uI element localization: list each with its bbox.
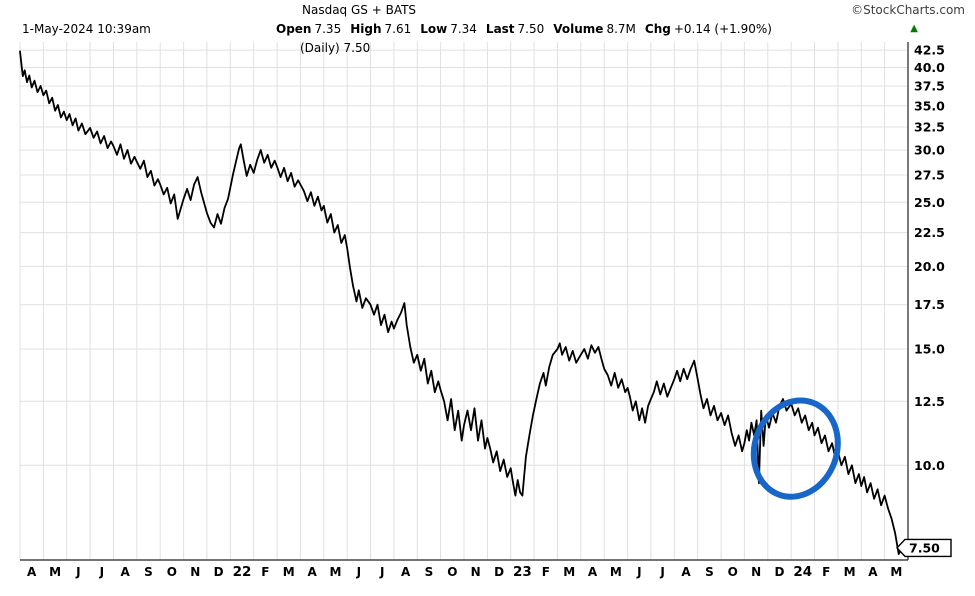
quote-timestamp: 1-May-2024 10:39am bbox=[22, 22, 151, 36]
x-axis-month-label: M bbox=[563, 565, 575, 579]
quote-label: Open bbox=[276, 22, 312, 36]
quote-value: +0.14 (+1.90%) bbox=[673, 22, 772, 36]
last-price-tag-shape bbox=[896, 538, 952, 558]
x-axis-month-label: J bbox=[356, 565, 361, 579]
last-price-label: 7.50 bbox=[909, 540, 940, 555]
quote-value: 7.61 bbox=[384, 22, 412, 36]
x-axis-month-label: A bbox=[681, 565, 691, 579]
x-axis-month-label: N bbox=[751, 565, 761, 579]
x-axis-month-label: S bbox=[144, 565, 153, 579]
x-axis-month-label: M bbox=[49, 565, 61, 579]
x-axis-month-label: D bbox=[214, 565, 224, 579]
gridlines bbox=[19, 42, 909, 560]
quote-value: 7.35 bbox=[314, 22, 342, 36]
y-axis-label: 27.5 bbox=[914, 168, 945, 183]
x-axis-month-label: O bbox=[728, 565, 738, 579]
x-axis-month-label: M bbox=[844, 565, 856, 579]
y-axis-labels: 42.5 40.0 37.5 35.0 32.5 30.0 27.5 25.0 22.5 20.0… bbox=[914, 43, 945, 473]
y-axis-label: 32.5 bbox=[914, 120, 945, 135]
y-axis-label: 17.5 bbox=[914, 297, 945, 312]
x-axis-month-label: J bbox=[379, 565, 384, 579]
x-axis-month-label: S bbox=[425, 565, 434, 579]
x-axis-month-label: N bbox=[471, 565, 481, 579]
y-axis-label: 40.0 bbox=[914, 60, 945, 75]
x-axis-month-label: A bbox=[307, 565, 317, 579]
x-axis-year-label: 22 bbox=[233, 564, 252, 580]
axis-frame bbox=[20, 42, 909, 561]
quote-label: Volume bbox=[553, 22, 604, 36]
quote-label: Low bbox=[420, 22, 448, 36]
y-axis-label: 15.0 bbox=[914, 342, 945, 357]
x-axis-month-label: A bbox=[401, 565, 411, 579]
x-axis-month-label: F bbox=[542, 565, 550, 579]
x-axis-month-label: D bbox=[494, 565, 504, 579]
quote-value: 8.7M bbox=[606, 22, 636, 36]
x-axis-month-label: J bbox=[659, 565, 664, 579]
y-axis-label: 12.5 bbox=[914, 394, 945, 409]
x-axis-year-label: 23 bbox=[513, 564, 532, 580]
x-axis-month-label: M bbox=[283, 565, 295, 579]
x-axis-month-label: O bbox=[447, 565, 457, 579]
x-axis-month-label: A bbox=[121, 565, 131, 579]
y-axis-label: 30.0 bbox=[914, 143, 945, 158]
x-axis-year-label: 24 bbox=[793, 564, 812, 580]
x-axis-month-label: M bbox=[330, 565, 342, 579]
quote-label: High bbox=[350, 22, 382, 36]
x-axis-month-label: F bbox=[822, 565, 830, 579]
quote-value: 7.34 bbox=[450, 22, 477, 36]
y-axis-label: 37.5 bbox=[914, 79, 945, 94]
x-axis-month-label: J bbox=[75, 565, 80, 579]
x-axis-month-label: M bbox=[610, 565, 622, 579]
y-axis-label: 20.0 bbox=[914, 259, 945, 274]
stockcharts-credit-link[interactable]: ©StockCharts.com bbox=[851, 3, 965, 17]
series-label: (Daily) 7.50 bbox=[300, 41, 371, 55]
quote-label: Chg bbox=[644, 22, 671, 36]
y-axis-label: 42.5 bbox=[914, 43, 945, 58]
x-axis-month-label: J bbox=[99, 565, 104, 579]
x-axis-month-label: N bbox=[190, 565, 200, 579]
x-axis-month-label: M bbox=[890, 565, 902, 579]
price-line bbox=[19, 50, 904, 555]
x-axis-month-label: A bbox=[868, 565, 878, 579]
quote-label: Last bbox=[485, 22, 515, 36]
x-axis-labels: A M J J A S O N D 22 F M A M J J A S O N D 23 F M A M J J A S O N D 24 F M A… bbox=[27, 564, 902, 580]
x-axis-month-label: O bbox=[167, 565, 177, 579]
x-axis-month-label: J bbox=[636, 565, 641, 579]
y-axis-label: 35.0 bbox=[914, 98, 945, 113]
quote-summary: Open 7.35 High 7.61 Low 7.34 Last 7.50 Volume 8.7… bbox=[276, 22, 781, 36]
y-axis-label: 10.0 bbox=[914, 458, 945, 473]
price-up-arrow-icon: ▲ bbox=[910, 23, 918, 34]
x-axis-month-label: A bbox=[588, 565, 598, 579]
x-axis-month-label: F bbox=[261, 565, 269, 579]
exchange-label: Nasdaq GS + BATS bbox=[302, 3, 417, 17]
x-axis-month-label: S bbox=[705, 565, 714, 579]
x-axis-month-label: A bbox=[27, 565, 37, 579]
x-axis-month-label: D bbox=[775, 565, 785, 579]
quote-value: 7.50 bbox=[517, 22, 545, 36]
last-price-tag: 7.50 bbox=[896, 538, 952, 558]
y-axis-label: 22.5 bbox=[914, 225, 945, 240]
y-axis-label: 25.0 bbox=[914, 195, 945, 210]
